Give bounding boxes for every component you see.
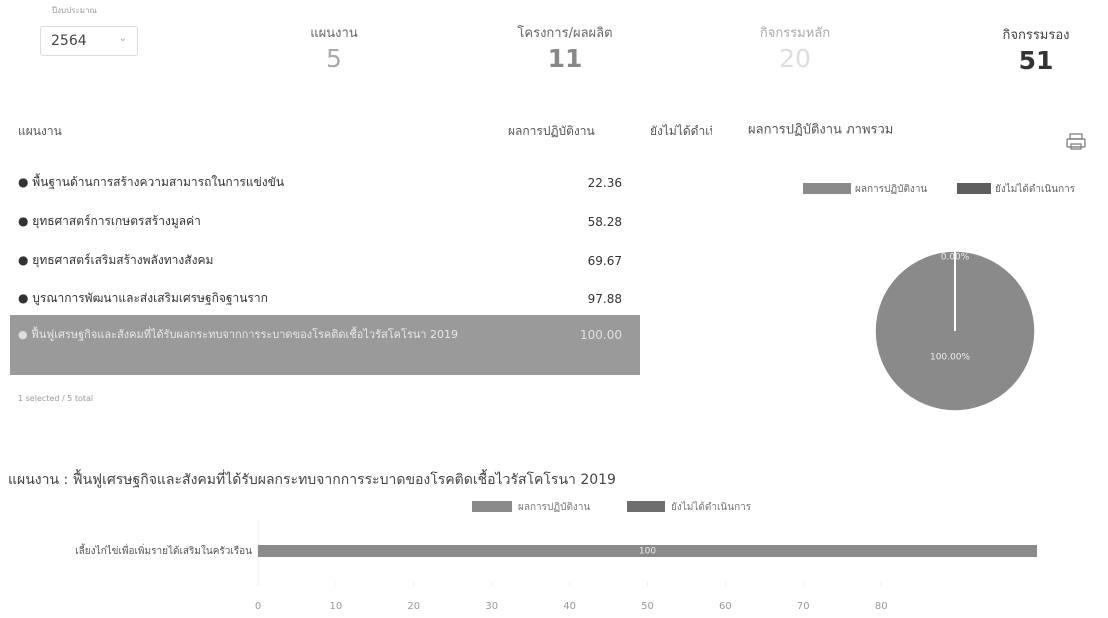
row-value: 97.88: [587, 292, 622, 306]
row-value: 100.00: [580, 328, 622, 342]
row-text: พื้นฐานด้านการสร้างความสามารถในการแข่งขั…: [32, 175, 285, 189]
row-value: 69.67: [587, 254, 622, 268]
x-tick-label: 20: [407, 601, 420, 612]
bar-label: 100: [639, 547, 656, 557]
chart-title: แผนงาน : ฟื้นฟูเศรษฐกิจและสังคมที่ได้รับ…: [8, 469, 616, 488]
year-select[interactable]: 2564 ⌄: [40, 26, 138, 56]
filter-label: ปีงบประมาณ: [52, 6, 97, 15]
kpi-label: กิจกรรมหลัก: [759, 26, 831, 41]
legend-label: ยังไม่ได้ดำเนินการ: [995, 183, 1076, 195]
column-header: ผลการปฏิบัติงาน: [508, 124, 595, 138]
bullet: ●: [18, 328, 32, 341]
table-footer: 1 selected / 5 total: [18, 394, 94, 403]
legend-swatch: [472, 501, 512, 512]
kpi-value: 51: [1018, 46, 1054, 75]
legend-swatch: [957, 183, 991, 194]
kpi-value: 20: [779, 44, 811, 73]
kpi-label: โครงการ/ผลผลิต: [517, 26, 613, 41]
row-name[interactable]: ● ฟื้นฟูเศรษฐกิจและสังคมที่ได้รับผลกระทบ…: [18, 325, 488, 343]
chart-title: ผลการปฏิบัติงาน ภาพรวม: [748, 123, 893, 138]
legend-label: ผลการปฏิบัติงาน: [518, 502, 590, 513]
legend-swatch: [803, 183, 851, 194]
slice-label: 0.00%: [941, 253, 970, 263]
print-icon[interactable]: [1066, 133, 1086, 150]
row-text: ยุทธศาสตร์เสริมสร้างพลังทางสังคม: [32, 253, 214, 267]
x-tick-label: 70: [797, 601, 810, 612]
legend-label: ผลการปฏิบัติงาน: [855, 184, 927, 195]
row-text: ฟื้นฟูเศรษฐกิจและสังคมที่ได้รับผลกระทบจา…: [31, 328, 458, 341]
dropdown-arrow: ⌄: [118, 33, 127, 44]
x-tick-label: 0: [255, 601, 261, 612]
bullet: ●: [18, 214, 33, 228]
kpi-label: แผนงาน: [310, 26, 358, 41]
row-name[interactable]: ● ยุทธศาสตร์เสริมสร้างพลังทางสังคม: [18, 251, 213, 270]
kpi-value: 5: [326, 44, 342, 73]
selected-row[interactable]: [10, 315, 640, 375]
row-text: ยุทธศาสตร์การเกษตรสร้างมูลค่า: [32, 214, 201, 228]
x-tick-label: 50: [641, 601, 654, 612]
bar: [258, 545, 1037, 557]
x-tick-label: 10: [330, 601, 343, 612]
kpi-label: กิจกรรมรอง: [1002, 28, 1070, 43]
slice-label: 100.00%: [930, 353, 970, 363]
column-header: ยังไม่ได้ดำเนินการ: [650, 124, 712, 138]
kpi-value: 11: [547, 44, 583, 73]
row-value: 22.36: [587, 176, 622, 190]
row-value: 58.28: [587, 215, 622, 229]
row-name[interactable]: ● บูรณาการพัฒนาและส่งเสริมเศรษฐกิจฐานราก: [18, 289, 268, 308]
legend-label: ยังไม่ได้ดำเนินการ: [671, 501, 752, 513]
row-name[interactable]: ● พื้นฐานด้านการสร้างความสามารถในการแข่ง…: [18, 173, 284, 192]
row-name[interactable]: ● ยุทธศาสตร์การเกษตรสร้างมูลค่า: [18, 212, 201, 231]
bullet: ●: [18, 175, 33, 189]
row-text: บูรณาการพัฒนาและส่งเสริมเศรษฐกิจฐานราก: [32, 291, 268, 305]
column-header: แผนงาน: [18, 124, 62, 138]
category-label: เลี้ยงไก่ไข่เพื่อเพิ่มรายได้เสริมในครัวเ…: [75, 543, 252, 557]
year-value: 2564: [51, 33, 87, 49]
x-tick-label: 40: [563, 601, 576, 612]
x-tick-label: 80: [875, 601, 888, 612]
bullet: ●: [18, 253, 33, 267]
bullet: ●: [18, 291, 33, 305]
legend-swatch: [627, 501, 665, 512]
x-tick-label: 30: [485, 601, 498, 612]
x-tick-label: 60: [719, 601, 732, 612]
